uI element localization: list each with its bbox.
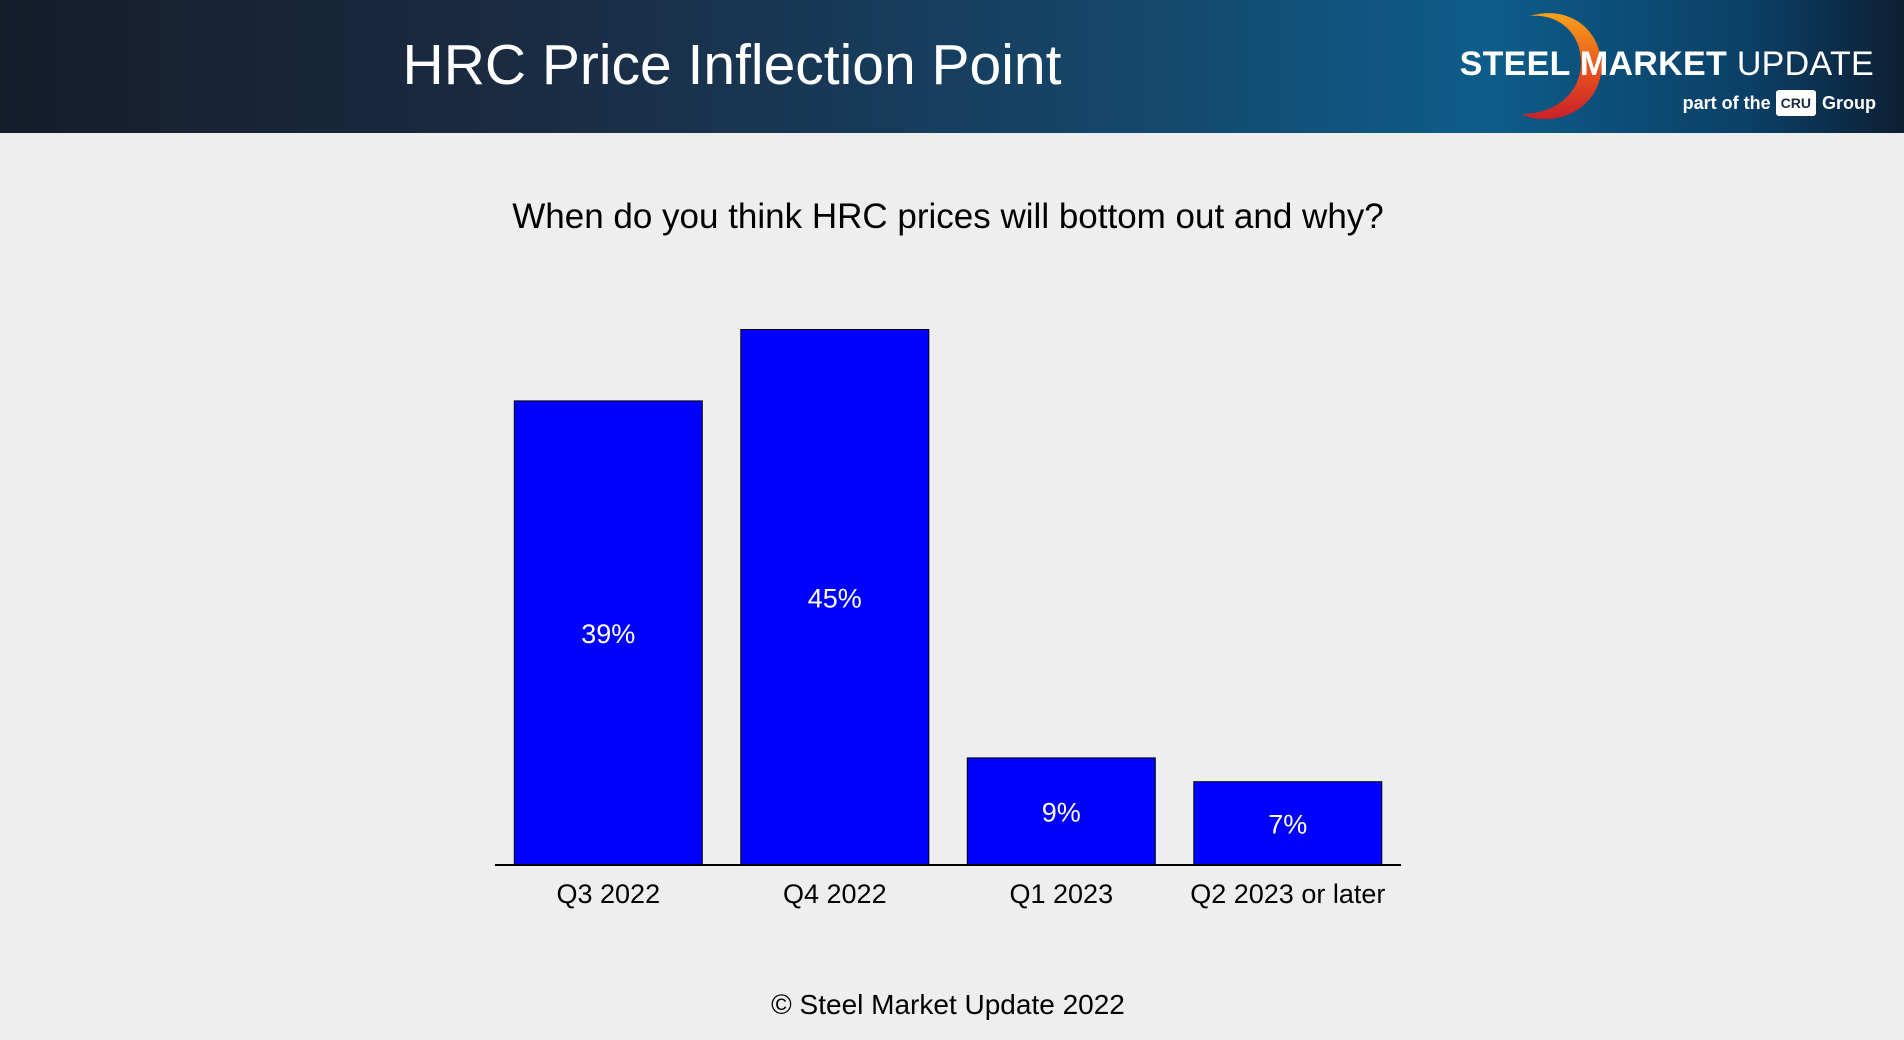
copyright-footer: © Steel Market Update 2022 bbox=[771, 989, 1125, 1020]
bar-data-label: 7% bbox=[1268, 809, 1307, 839]
bar-q1-2023 bbox=[966, 757, 1156, 866]
steel-market-update-logo: STEEL MARKET UPDATE part of the CRU Grou… bbox=[1460, 0, 1904, 133]
bar-q4-2022 bbox=[740, 329, 930, 866]
page-title: HRC Price Inflection Point bbox=[402, 33, 1062, 97]
cru-badge: CRU bbox=[1775, 90, 1816, 116]
logo-ring-arc bbox=[1522, 13, 1602, 120]
bar-data-label: 45% bbox=[808, 583, 862, 613]
bar-data-label: 9% bbox=[1042, 797, 1081, 827]
logo-tagline-suffix: Group bbox=[1822, 93, 1876, 113]
logo-tagline: part of the CRU Group bbox=[1683, 86, 1876, 120]
logo-wordmark: STEEL MARKET UPDATE bbox=[1460, 44, 1874, 84]
x-tick-label: Q3 2022 bbox=[557, 879, 661, 909]
logo-wordmark-bold: STEEL MARKET bbox=[1459, 45, 1728, 83]
logo-ring-icon bbox=[1522, 13, 1602, 120]
chart-title: When do you think HRC prices will bottom… bbox=[512, 197, 1384, 236]
bar-data-label: 39% bbox=[581, 619, 635, 649]
header-banner: HRC Price Inflection Point STEEL MARKET … bbox=[0, 0, 1904, 133]
x-tick-label: Q2 2023 or later bbox=[1190, 879, 1385, 909]
logo-wordmark-light: UPDATE bbox=[1736, 45, 1874, 83]
logo-tagline-prefix: part of the bbox=[1682, 93, 1771, 113]
bar-q2-2023-or-later bbox=[1193, 781, 1383, 866]
x-tick-label: Q1 2023 bbox=[1010, 879, 1114, 909]
bar-q3-2022 bbox=[513, 400, 703, 866]
x-tick-label: Q4 2022 bbox=[783, 879, 887, 909]
